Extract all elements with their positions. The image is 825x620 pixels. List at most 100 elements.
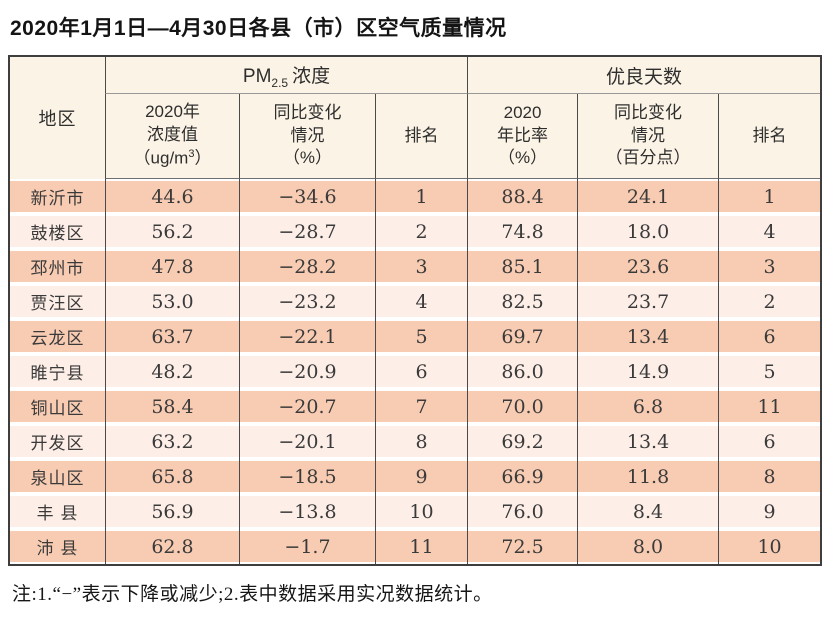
pm-change-cell: −20.7: [239, 389, 375, 424]
table-row: 铜山区 58.4 −20.7 7 70.0 6.8 11: [10, 389, 821, 424]
header-line: （百分点）: [605, 148, 691, 168]
header-pm-group: PM2.5 浓度: [105, 57, 468, 94]
table-row: 丰 县 56.9 −13.8 10 76.0 8.4 9: [10, 494, 821, 529]
header-sub-row: 2020年 浓度值 （ug/m3） 同比变化 情况 （%） 排名 2020 年比…: [10, 94, 821, 179]
header-group-row: 地区 PM2.5 浓度 优良天数: [10, 57, 821, 179]
good-rank-cell: 5: [718, 354, 821, 389]
unit-open: （ug/m: [133, 148, 189, 168]
good-rank-cell: 2: [718, 284, 821, 319]
good-change-cell: 8.4: [577, 494, 719, 529]
pm-rank-cell: 1: [375, 179, 468, 214]
pm-value-cell: 44.6: [105, 179, 239, 214]
header-line: 同比变化: [273, 102, 342, 122]
pm-change-cell: −13.8: [239, 494, 375, 529]
good-change-cell: 8.0: [577, 529, 719, 564]
good-rank-cell: 4: [718, 214, 821, 249]
pm-rank-cell: 6: [375, 354, 468, 389]
page: 2020年1月1日—4月30日各县（市）区空气质量情况 地区 PM2.5 浓度 优…: [8, 17, 823, 605]
header-good-rank: 排名: [718, 94, 821, 179]
header-line: 浓度值: [147, 125, 198, 145]
good-change-cell: 23.7: [577, 284, 719, 319]
table-header: 地区 PM2.5 浓度 优良天数 2020年 浓度值 （ug/m3） 同比变化 情…: [10, 57, 821, 179]
header-good-ratio: 2020 年比率 （%）: [467, 94, 578, 179]
good-rank-cell: 9: [718, 494, 821, 529]
table-row: 睢宁县 48.2 −20.9 6 86.0 14.9 5: [10, 354, 821, 389]
region-cell: 邳州市: [10, 249, 105, 284]
good-ratio-cell: 69.7: [467, 319, 578, 354]
header-good-change: 同比变化 情况 （百分点）: [577, 94, 719, 179]
good-rank-cell: 10: [718, 529, 821, 564]
header-line: 2020年: [145, 102, 200, 122]
page-title: 2020年1月1日—4月30日各县（市）区空气质量情况: [10, 17, 507, 40]
table-body: 新沂市 44.6 −34.6 1 88.4 24.1 1 鼓楼区 56.2 −2…: [10, 179, 821, 564]
pm-change-cell: −28.2: [239, 249, 375, 284]
pm-value-cell: 63.7: [105, 319, 239, 354]
header-line: 情况: [290, 125, 325, 145]
table-row: 沛 县 62.8 −1.7 11 72.5 8.0 10: [10, 529, 821, 564]
header-line: （%）: [282, 148, 333, 168]
footnote: 注:1.“−”表示下降或减少;2.表中数据采用实况数据统计。: [12, 584, 493, 605]
pm-value-cell: 62.8: [105, 529, 239, 564]
header-region: 地区: [10, 57, 105, 179]
good-ratio-cell: 72.5: [467, 529, 578, 564]
good-ratio-cell: 85.1: [467, 249, 578, 284]
good-change-cell: 13.4: [577, 319, 719, 354]
pm-rank-cell: 8: [375, 424, 468, 459]
header-line: 同比变化: [614, 102, 683, 122]
pm-value-cell: 53.0: [105, 284, 239, 319]
header-line: 情况: [631, 125, 666, 145]
table-row: 新沂市 44.6 −34.6 1 88.4 24.1 1: [10, 179, 821, 214]
region-cell: 鼓楼区: [10, 214, 105, 249]
region-cell: 开发区: [10, 424, 105, 459]
good-change-cell: 23.6: [577, 249, 719, 284]
pm-subscript: 2.5: [271, 75, 289, 90]
good-change-cell: 11.8: [577, 459, 719, 494]
pm-change-cell: −20.1: [239, 424, 375, 459]
pm-rank-cell: 4: [375, 284, 468, 319]
header-line: 年比率: [497, 125, 549, 145]
region-cell: 铜山区: [10, 389, 105, 424]
good-rank-cell: 1: [718, 179, 821, 214]
pm-rank-cell: 11: [375, 529, 468, 564]
pm-rank-cell: 9: [375, 459, 468, 494]
pm-value-cell: 48.2: [105, 354, 239, 389]
header-pm-change: 同比变化 情况 （%）: [239, 94, 375, 179]
table-row: 泉山区 65.8 −18.5 9 66.9 11.8 8: [10, 459, 821, 494]
pm-change-cell: −28.7: [239, 214, 375, 249]
pm-change-cell: −23.2: [239, 284, 375, 319]
header-line: 2020: [503, 102, 542, 122]
table-row: 开发区 63.2 −20.1 8 69.2 13.4 6: [10, 424, 821, 459]
unit-superscript: 3: [188, 148, 195, 161]
region-cell: 丰 县: [10, 494, 105, 529]
table-row: 贾汪区 53.0 −23.2 4 82.5 23.7 2: [10, 284, 821, 319]
table-row: 云龙区 63.7 −22.1 5 69.7 13.4 6: [10, 319, 821, 354]
pm-value-cell: 63.2: [105, 424, 239, 459]
pm-change-cell: −20.9: [239, 354, 375, 389]
region-cell: 睢宁县: [10, 354, 105, 389]
good-change-cell: 18.0: [577, 214, 719, 249]
header-line-unit: （ug/m3）: [106, 147, 239, 171]
good-change-cell: 13.4: [577, 424, 719, 459]
region-cell: 沛 县: [10, 529, 105, 564]
good-change-cell: 24.1: [577, 179, 719, 214]
pm-value-cell: 58.4: [105, 389, 239, 424]
pm-rank-cell: 10: [375, 494, 468, 529]
pm-value-cell: 56.2: [105, 214, 239, 249]
pm-rank-cell: 7: [375, 389, 468, 424]
pm-change-cell: −34.6: [239, 179, 375, 214]
header-line: （%）: [497, 148, 548, 168]
air-quality-table: 地区 PM2.5 浓度 优良天数 2020年 浓度值 （ug/m3） 同比变化 情…: [8, 55, 823, 566]
good-ratio-cell: 76.0: [467, 494, 578, 529]
good-ratio-cell: 88.4: [467, 179, 578, 214]
pm-label: PM: [242, 65, 272, 87]
good-ratio-cell: 86.0: [467, 354, 578, 389]
region-cell: 泉山区: [10, 459, 105, 494]
good-rank-cell: 11: [718, 389, 821, 424]
region-cell: 云龙区: [10, 319, 105, 354]
pm-rank-cell: 2: [375, 214, 468, 249]
region-cell: 贾汪区: [10, 284, 105, 319]
good-ratio-cell: 82.5: [467, 284, 578, 319]
good-rank-cell: 6: [718, 319, 821, 354]
table-row: 邳州市 47.8 −28.2 3 85.1 23.6 3: [10, 249, 821, 284]
header-pm-value: 2020年 浓度值 （ug/m3）: [105, 94, 239, 179]
